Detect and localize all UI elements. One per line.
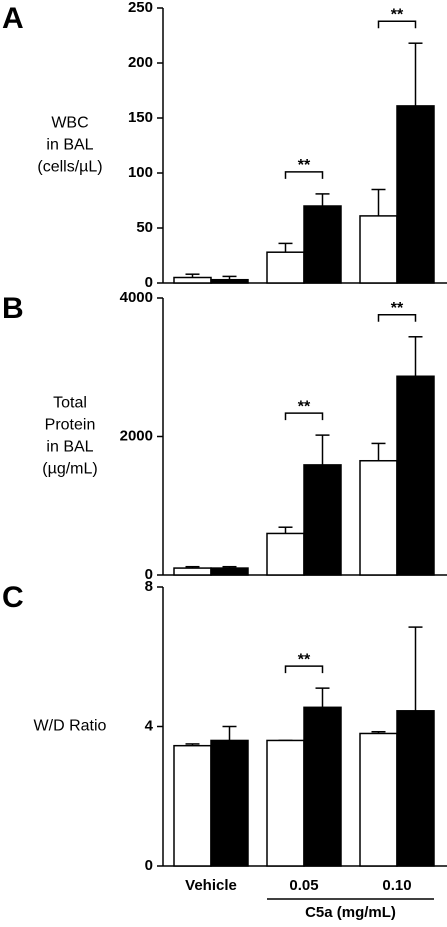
bar (303, 464, 342, 576)
bar (396, 710, 435, 867)
y-axis-label: W/D Ratio (34, 718, 107, 735)
x-axis-label: C5a (mg/mL) (305, 904, 396, 921)
y-axis-label: (µg/mL) (42, 461, 97, 478)
y-tick-label: 0 (145, 566, 153, 583)
y-tick-label: 50 (136, 219, 153, 236)
bar (210, 739, 249, 867)
y-axis-label: in BAL (46, 439, 93, 456)
significance-bracket (284, 412, 324, 421)
x-tick-label: 0.10 (382, 877, 411, 894)
bar (266, 251, 305, 284)
significance-label: ** (391, 300, 404, 317)
bar (173, 276, 212, 284)
bar (359, 732, 398, 867)
bar (173, 744, 212, 867)
y-axis-label: (cells/µL) (37, 159, 102, 176)
y-axis-label: WBC (51, 115, 88, 132)
y-axis-label: in BAL (46, 137, 93, 154)
significance-bracket (284, 665, 324, 674)
y-tick-label: 0 (145, 274, 153, 291)
panel-letter: A (2, 2, 24, 35)
bar (210, 567, 249, 576)
bar (303, 706, 342, 867)
y-tick-label: 150 (128, 109, 153, 126)
bar (210, 278, 249, 284)
bar (359, 215, 398, 284)
x-tick-label: 0.05 (289, 877, 318, 894)
y-tick-label: 250 (128, 0, 153, 16)
significance-bracket (377, 20, 417, 29)
y-tick-label: 2000 (120, 427, 153, 444)
y-tick-label: 100 (128, 164, 153, 181)
y-tick-label: 0 (145, 857, 153, 874)
bar (303, 205, 342, 284)
panel-letter: B (2, 292, 24, 325)
significance-label: ** (298, 398, 311, 415)
y-tick-label: 4000 (120, 289, 153, 306)
bar (359, 459, 398, 576)
bar (266, 532, 305, 576)
significance-label: ** (298, 157, 311, 174)
bar (266, 739, 305, 867)
significance-label: ** (298, 651, 311, 668)
y-axis-label: Protein (45, 417, 96, 434)
significance-bracket (377, 314, 417, 322)
y-tick-label: 8 (145, 578, 153, 595)
significance-label: ** (391, 6, 404, 23)
y-tick-label: 4 (145, 717, 154, 734)
bar (396, 105, 435, 284)
panel-letter: C (2, 581, 24, 614)
y-tick-label: 200 (128, 54, 153, 71)
y-axis-label: Total (53, 395, 87, 412)
x-tick-label: Vehicle (185, 877, 237, 894)
bar (396, 375, 435, 576)
significance-bracket (284, 171, 324, 179)
bar (173, 567, 212, 576)
